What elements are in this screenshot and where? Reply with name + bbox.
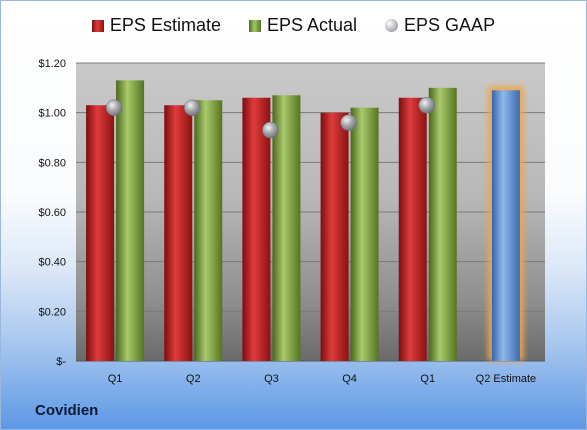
y-tick-label: $1.20: [38, 58, 66, 70]
point-eps-gaap: [184, 99, 201, 116]
company-name: Covidien: [35, 402, 99, 419]
bar-eps-actual: [428, 87, 457, 361]
y-tick-label: $-: [56, 356, 66, 368]
bar-eps-estimate: [398, 97, 427, 362]
bar-eps-forecast: [491, 90, 520, 362]
legend-label-eps-estimate: EPS Estimate: [109, 15, 221, 35]
bar-eps-actual: [350, 107, 379, 361]
point-eps-gaap: [262, 121, 279, 139]
point-eps-gaap: [418, 96, 435, 114]
legend-item-eps-gaap: EPS GAAP: [385, 15, 495, 36]
x-tick-label: Q4: [342, 373, 357, 385]
bar-eps-estimate: [164, 105, 193, 361]
legend-label-eps-actual: EPS Actual: [266, 15, 358, 35]
bar-eps-actual: [272, 95, 301, 362]
point-eps-gaap: [105, 99, 123, 116]
x-tick-label: Q2 Estimate: [476, 373, 537, 385]
legend-swatch-eps-gaap: [385, 19, 399, 32]
legend-swatch-eps-estimate: [91, 19, 104, 32]
y-tick-label: $0.60: [38, 207, 66, 219]
x-tick-label: Q2: [186, 373, 201, 385]
x-tick-label: Q3: [264, 373, 279, 385]
y-tick-label: $0.20: [38, 306, 66, 318]
legend-swatch-eps-actual: [248, 19, 261, 32]
legend-item-eps-actual: EPS Actual: [248, 15, 358, 36]
legend-item-eps-estimate: EPS Estimate: [91, 15, 221, 36]
bar-eps-estimate: [86, 105, 115, 361]
y-tick-label: $0.80: [38, 157, 66, 169]
x-tick-label: Q1: [108, 373, 123, 385]
bar-eps-actual: [116, 80, 145, 361]
bar-eps-estimate: [242, 97, 271, 362]
bar-eps-actual: [194, 100, 223, 361]
legend-label-eps-gaap: EPS GAAP: [404, 15, 496, 35]
y-tick-label: $1.00: [38, 108, 66, 120]
chart-legend: EPS Estimate EPS Actual EPS GAAP: [1, 15, 586, 36]
y-tick-label: $0.40: [38, 257, 66, 269]
x-tick-label: Q1: [420, 373, 435, 385]
bar-eps-estimate: [320, 112, 349, 362]
point-eps-gaap: [340, 114, 357, 131]
